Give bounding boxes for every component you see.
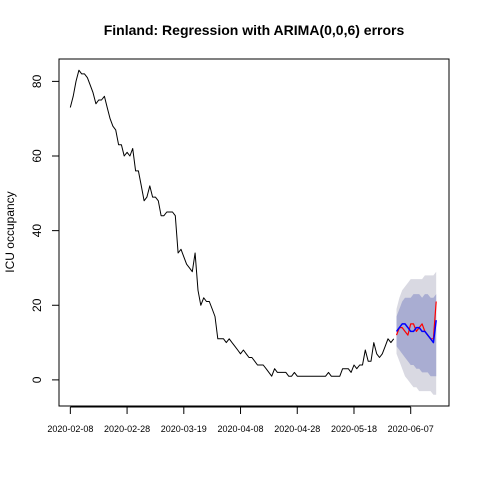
x-tick-label: 2020-04-28	[274, 424, 320, 434]
y-tick-label: 20	[30, 298, 44, 312]
x-tick-label: 2020-02-08	[47, 424, 93, 434]
y-tick-label: 80	[30, 74, 44, 88]
x-tick-label: 2020-04-08	[218, 424, 264, 434]
y-tick-label: 0	[30, 376, 44, 383]
x-tick-label: 2020-03-19	[161, 424, 207, 434]
y-tick-label: 60	[30, 149, 44, 163]
series-lines	[69, 69, 437, 377]
y-tick-label: 40	[30, 224, 44, 238]
forecast-line	[395, 320, 437, 344]
x-tick-label: 2020-06-07	[388, 424, 434, 434]
x-tick-label: 2020-02-28	[104, 424, 150, 434]
y-axis-label: ICU occupancy	[3, 191, 17, 272]
prediction-intervals	[396, 271, 437, 395]
axes: 0 20 40 60 80 2020-02-08 2020-02-28 2020-03-19 2…	[30, 74, 434, 434]
interval-80-band	[396, 294, 437, 377]
chart-title: Finland: Regression with ARIMA(0,0,6) er…	[104, 22, 405, 38]
plot-frame	[58, 58, 450, 407]
observed-line	[69, 69, 395, 377]
x-tick-label: 2020-05-18	[331, 424, 377, 434]
